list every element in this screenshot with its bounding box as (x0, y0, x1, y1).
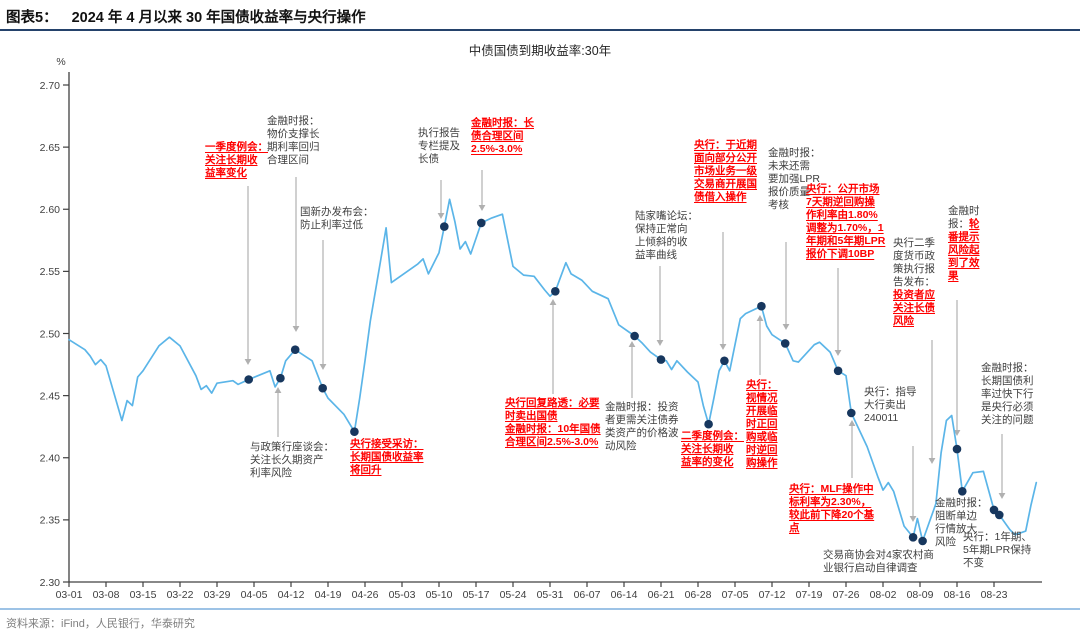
event-marker-dot (630, 331, 639, 341)
annotation-arrowhead-pboc-mlf-rate-cut (848, 420, 856, 426)
x-tick-label: 03-01 (56, 589, 83, 601)
footer-divider (0, 608, 1080, 610)
event-marker-dot (958, 487, 967, 496)
x-tick-label: 03-29 (204, 589, 231, 601)
event-marker-dot (318, 383, 328, 393)
annotation-arrowhead-pboc-guide-banks-sell (909, 516, 917, 522)
annotation-arrowhead-financial-news-rapid-decline-concern (998, 493, 1006, 499)
figure-tag: 图表5： (6, 10, 58, 26)
x-tick-label: 08-23 (981, 589, 1008, 601)
y-axis-unit-label: % (56, 56, 66, 68)
event-marker-dot (656, 355, 666, 364)
yield-curve-line (68, 198, 1038, 542)
x-tick-label: 03-15 (130, 589, 157, 601)
x-tick-label: 04-26 (352, 589, 379, 601)
x-tick-label: 04-12 (278, 589, 305, 601)
annotation-arrowhead-scio-briefing (319, 364, 327, 370)
annotation-arrowhead-pboc-bond-borrowing (719, 344, 727, 350)
y-tick-label: 2.70 (40, 80, 61, 92)
x-tick-label: 06-28 (685, 589, 712, 601)
annotation-arrowhead-lujiazui-forum (656, 340, 664, 346)
source-note: 资料来源：iFind，人民银行，华泰研究 (6, 618, 195, 630)
event-marker-dot (244, 375, 253, 384)
x-tick-label: 03-08 (93, 589, 120, 601)
event-marker-dot (847, 408, 856, 418)
x-tick-label: 04-05 (241, 589, 268, 601)
y-tick-label: 2.55 (40, 266, 61, 278)
annotation-arrowhead-pboc-reuters-reply (549, 299, 557, 305)
y-tick-label: 2.40 (40, 453, 61, 465)
event-marker-dot (995, 510, 1004, 520)
x-tick-label: 04-19 (315, 589, 342, 601)
event-marker-dot (477, 218, 486, 228)
y-tick-label: 2.45 (40, 390, 61, 402)
event-marker-dot (833, 366, 843, 376)
y-tick-label: 2.30 (40, 577, 61, 589)
annotation-arrowhead-financial-news-long-bond-range (478, 205, 486, 211)
figure-header: 图表5： 2024 年 4 月以来 30 年国债收益率与央行操作 (6, 6, 366, 27)
x-tick-label: 05-17 (463, 589, 490, 601)
x-tick-label: 06-21 (648, 589, 675, 601)
annotation-arrowhead-financial-news-price-support (292, 326, 300, 332)
x-tick-label: 07-26 (833, 589, 860, 601)
x-tick-label: 07-05 (722, 589, 749, 601)
x-tick-label: 08-02 (870, 589, 897, 601)
annotation-arrowhead-q1-mpc-meeting (244, 359, 252, 365)
figure-title: 2024 年 4 月以来 30 年国债收益率与央行操作 (71, 10, 366, 26)
annotation-arrowhead-policy-bank-symposium (274, 387, 282, 393)
event-marker-dot (908, 533, 918, 542)
annotation-arrowhead-mpr-column-long-bond (437, 213, 445, 219)
annotation-arrowhead-pboc-temporary-repo (756, 315, 764, 321)
x-tick-label: 08-09 (907, 589, 934, 601)
event-marker-dot (440, 222, 449, 231)
annotation-arrowhead-financial-news-risk-warnings-effect (953, 430, 961, 436)
x-tick-label: 06-14 (611, 589, 638, 601)
x-tick-label: 05-24 (500, 589, 527, 601)
x-tick-label: 03-22 (167, 589, 194, 601)
event-marker-dot (720, 356, 729, 366)
y-tick-label: 2.65 (40, 142, 61, 154)
annotation-arrowhead-pboc-q2-mpr-release (928, 458, 936, 464)
x-tick-label: 05-10 (426, 589, 453, 601)
annotation-arrowhead-financial-news-price-volatility (628, 341, 636, 347)
event-marker-dot (290, 345, 300, 355)
event-marker-dot (918, 536, 927, 546)
y-tick-label: 2.35 (40, 515, 61, 527)
x-tick-label: 08-16 (944, 589, 971, 601)
event-marker-dot (551, 287, 560, 296)
annotation-arrowhead-pboc-omo-rate-cut (834, 350, 842, 356)
event-marker-dot (276, 373, 285, 383)
x-tick-label: 06-07 (574, 589, 601, 601)
event-marker-dot (780, 339, 790, 348)
title-divider (0, 29, 1080, 31)
annotation-arrowhead-financial-news-lpr-quality (782, 324, 790, 330)
chart-title: 中债国债到期收益率:30年 (468, 44, 612, 58)
event-marker-dot (757, 301, 766, 311)
x-tick-label: 07-19 (796, 589, 823, 601)
y-tick-label: 2.50 (40, 328, 61, 340)
x-tick-label: 05-31 (537, 589, 564, 601)
event-marker-dot (350, 427, 359, 437)
event-marker-dot (952, 444, 962, 454)
x-tick-label: 05-03 (389, 589, 416, 601)
x-tick-label: 07-12 (759, 589, 786, 601)
y-tick-label: 2.60 (40, 204, 61, 216)
event-marker-dot (704, 419, 713, 429)
